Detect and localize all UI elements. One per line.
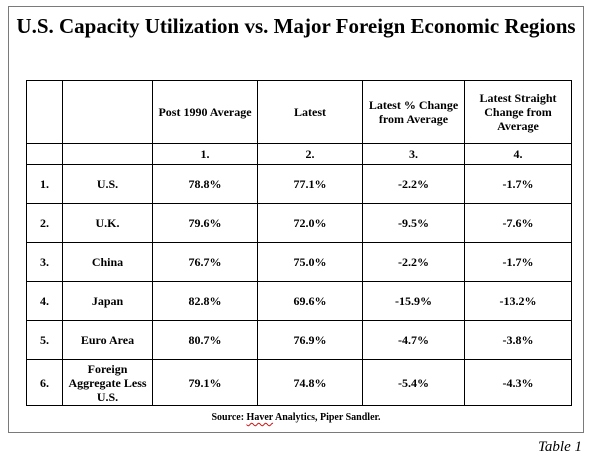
row-pct-change: -9.5% — [362, 203, 465, 243]
row-number: 4. — [26, 281, 63, 321]
row-straight-change: -4.3% — [464, 359, 572, 406]
header-row: Post 1990 Average Latest Latest % Change… — [26, 80, 572, 144]
row-average: 79.1% — [152, 359, 258, 406]
row-region: China — [62, 242, 153, 282]
row-pct-change: -5.4% — [362, 359, 465, 406]
header-cell-blank — [26, 80, 63, 144]
row-pct-change: -4.7% — [362, 320, 465, 360]
row-latest: 77.1% — [257, 164, 363, 204]
row-latest: 69.6% — [257, 281, 363, 321]
row-region: Foreign Aggregate Less U.S. — [62, 359, 153, 406]
row-straight-change: -1.7% — [464, 242, 572, 282]
table-row: 1. U.S. 78.8% 77.1% -2.2% -1.7% — [26, 164, 572, 204]
row-average: 78.8% — [152, 164, 258, 204]
header-latest-pct-change: Latest % Change from Average — [362, 80, 465, 144]
column-number-blank — [26, 143, 63, 165]
row-average: 76.7% — [152, 242, 258, 282]
row-latest: 72.0% — [257, 203, 363, 243]
column-number-row: 1. 2. 3. 4. — [26, 143, 572, 165]
row-straight-change: -7.6% — [464, 203, 572, 243]
column-number: 4. — [464, 143, 572, 165]
capacity-table: Post 1990 Average Latest Latest % Change… — [26, 80, 572, 406]
source-haver: Haver — [246, 412, 274, 423]
column-number: 1. — [152, 143, 258, 165]
row-average: 79.6% — [152, 203, 258, 243]
row-region: U.S. — [62, 164, 153, 204]
row-region: U.K. — [62, 203, 153, 243]
header-post-1990-average: Post 1990 Average — [152, 80, 258, 144]
row-average: 80.7% — [152, 320, 258, 360]
header-cell-blank — [62, 80, 153, 144]
row-number: 1. — [26, 164, 63, 204]
row-number: 5. — [26, 320, 63, 360]
table-row: 5. Euro Area 80.7% 76.9% -4.7% -3.8% — [26, 320, 572, 360]
table-row: 2. U.K. 79.6% 72.0% -9.5% -7.6% — [26, 203, 572, 243]
row-latest: 76.9% — [257, 320, 363, 360]
figure-frame — [8, 6, 584, 433]
table-row: 3. China 76.7% 75.0% -2.2% -1.7% — [26, 242, 572, 282]
source-rest: Analytics, Piper Sandler. — [273, 412, 381, 423]
row-region: Japan — [62, 281, 153, 321]
table-title: U.S. Capacity Utilization vs. Major Fore… — [16, 14, 576, 38]
table-row: 4. Japan 82.8% 69.6% -15.9% -13.2% — [26, 281, 572, 321]
row-number: 3. — [26, 242, 63, 282]
table-caption: Table 1 — [537, 439, 582, 455]
row-number: 6. — [26, 359, 63, 406]
header-latest-straight-change: Latest Straight Change from Average — [464, 80, 572, 144]
row-straight-change: -13.2% — [464, 281, 572, 321]
row-pct-change: -15.9% — [362, 281, 465, 321]
row-latest: 74.8% — [257, 359, 363, 406]
source-note: Source: Haver Analytics, Piper Sandler. — [8, 412, 584, 424]
row-latest: 75.0% — [257, 242, 363, 282]
row-pct-change: -2.2% — [362, 164, 465, 204]
header-latest: Latest — [257, 80, 363, 144]
column-number: 2. — [257, 143, 363, 165]
row-pct-change: -2.2% — [362, 242, 465, 282]
row-straight-change: -3.8% — [464, 320, 572, 360]
source-prefix: Source: — [211, 412, 247, 423]
table-row: 6. Foreign Aggregate Less U.S. 79.1% 74.… — [26, 359, 572, 406]
row-average: 82.8% — [152, 281, 258, 321]
row-straight-change: -1.7% — [464, 164, 572, 204]
column-number: 3. — [362, 143, 465, 165]
row-region: Euro Area — [62, 320, 153, 360]
row-number: 2. — [26, 203, 63, 243]
column-number-blank — [62, 143, 153, 165]
